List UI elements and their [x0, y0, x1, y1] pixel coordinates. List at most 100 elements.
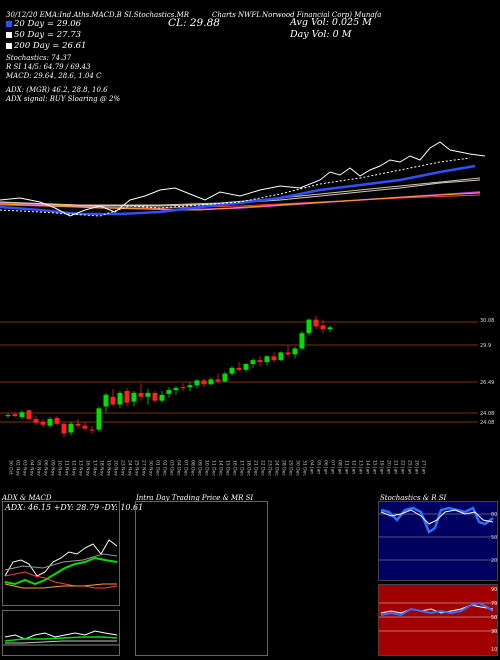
macd-signal-line [5, 640, 117, 644]
adx-red-line [4, 571, 118, 589]
candle-body [89, 429, 95, 431]
date-label: 24 Nov [127, 460, 133, 476]
stochastics-panel: 80 50 20 [378, 501, 498, 581]
candle-body [187, 385, 193, 388]
candle-body [61, 423, 67, 434]
date-label: 21 Jan [393, 460, 399, 474]
candle-body [82, 425, 88, 429]
date-label: 13 Jan [358, 460, 364, 474]
macd-panel [2, 610, 120, 656]
rsi-lines: 90 70 50 30 10 [379, 587, 497, 653]
rsi-level-50: 50 [491, 615, 497, 621]
header-title-chart: Charts NWFL [212, 11, 261, 19]
candle-body [12, 414, 18, 417]
date-label: 30 Oct [8, 460, 14, 475]
panel-adx-title: ADX & MACD [2, 494, 52, 502]
date-label: 19 Jan [379, 460, 385, 474]
candle-body [166, 390, 172, 394]
rsi-value: R SI 14/5: 64.79 / 69.43 [6, 63, 91, 71]
candle-body [40, 421, 46, 425]
date-label: 24 Dec [274, 460, 280, 476]
date-label: 30 Nov [148, 460, 154, 476]
date-label: 22 Dec [260, 460, 266, 476]
date-label: 11 Nov [64, 460, 70, 476]
day-volume: Day Vol: 0 M [290, 29, 352, 40]
candle-body [278, 352, 284, 361]
candle-body [138, 392, 144, 397]
legend-swatch-ema200 [6, 43, 12, 49]
candle-body [271, 356, 277, 361]
stochastics-value: Stochastics: 74.37 [6, 54, 72, 62]
ema-orange-line [0, 192, 481, 211]
candle-body [5, 415, 11, 417]
close-price: CL: 29.88 [168, 17, 220, 29]
legend-swatch-ema20 [6, 21, 12, 27]
date-label: 02 Nov [15, 460, 21, 476]
legend-label-ema20: 20 Day = 29.06 [14, 19, 82, 29]
stoch-d-line [380, 509, 494, 525]
date-label: 12 Jan [351, 460, 357, 474]
candle-body [320, 325, 326, 330]
date-label: 19 Nov [106, 460, 112, 476]
date-label: 22 Jan [400, 460, 406, 474]
candle-body [222, 373, 228, 382]
adx-orange-line [4, 583, 117, 589]
date-label: 10 Nov [57, 460, 63, 476]
date-label: 08 Jan [337, 460, 343, 474]
panel-stoch-title: Stochastics & R SI [380, 494, 447, 502]
header-title-left: 30/12/20 EMA:Ind.Aths.MACD.B [6, 11, 122, 19]
candle-body [152, 392, 158, 401]
candle-body [208, 379, 214, 385]
candle-body [285, 352, 291, 355]
date-label: 11 Jan [344, 460, 350, 474]
adx-panel: ADX: 46.15 +DY: 28.79 -DY: 10.61 [2, 501, 143, 606]
price-labels: 30.08 29.9 26.49 24.08 24.08 [480, 318, 494, 426]
date-label: 23 Nov [120, 460, 126, 476]
ema-tan-line [0, 177, 481, 206]
date-label: 05 Nov [36, 460, 42, 476]
candle-body [313, 319, 319, 327]
date-label: 27 Jan [421, 460, 427, 474]
date-label: 04 Nov [29, 460, 35, 476]
rsi-level-10: 10 [491, 647, 497, 653]
stoch-level-20: 20 [491, 558, 497, 564]
candle-body [306, 319, 312, 334]
date-label: 20 Jan [386, 460, 392, 474]
candle-body [243, 364, 249, 370]
candle-body [131, 392, 137, 402]
candle-body [103, 394, 109, 407]
date-label: 09 Dec [197, 460, 203, 476]
candle-body [327, 327, 333, 330]
price-level-label: 24.08 [480, 411, 494, 417]
candle-body [26, 410, 32, 419]
date-label: 26 Jan [414, 460, 420, 474]
candle-body [257, 360, 263, 363]
date-label: 28 Dec [281, 460, 287, 476]
date-label: 12 Nov [71, 460, 77, 476]
date-label: 04 Jan [309, 460, 315, 474]
price-level-label: 24.08 [480, 420, 494, 426]
date-label: 01 Dec [155, 460, 161, 476]
candle-body [180, 387, 186, 389]
rsi-level-90: 90 [491, 587, 497, 593]
candle-body [96, 408, 102, 430]
candle-body [215, 379, 221, 382]
date-label: 18 Dec [246, 460, 252, 476]
candle-body [264, 356, 270, 363]
date-label: 15 Dec [225, 460, 231, 476]
date-label: 17 Dec [239, 460, 245, 476]
date-label: 14 Dec [218, 460, 224, 476]
candle-body [110, 396, 116, 405]
adx-value: ADX: (MGR) 46.2, 28.8, 10.6 [6, 86, 108, 94]
date-label: 13 Nov [78, 460, 84, 476]
date-label: 08 Dec [190, 460, 196, 476]
date-label: 06 Jan [323, 460, 329, 474]
date-label: 16 Nov [85, 460, 91, 476]
candle-body [250, 360, 256, 364]
candles [5, 315, 333, 438]
stoch-level-50: 50 [491, 535, 497, 541]
date-label: 03 Dec [169, 460, 175, 476]
panel-intraday-title: Intra Day Trading Price & MR SI [136, 494, 254, 502]
date-label: 18 Nov [99, 460, 105, 476]
